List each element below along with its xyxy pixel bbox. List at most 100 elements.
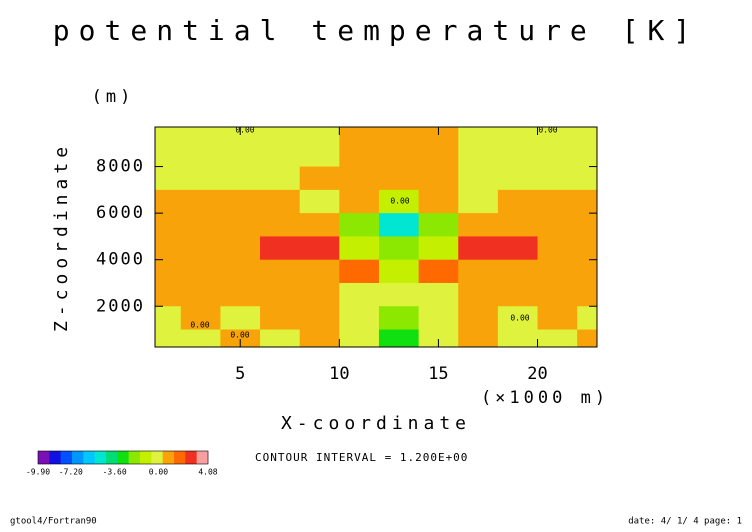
contour-cell xyxy=(418,127,459,144)
contour-cell xyxy=(155,166,182,191)
contour-cell xyxy=(155,329,182,347)
colorbar-label: 4.08 xyxy=(198,468,217,477)
contour-cell xyxy=(577,127,597,144)
contour-cell xyxy=(458,213,499,237)
contour-cell xyxy=(339,282,380,307)
contour-cell xyxy=(220,236,261,261)
colorbar-swatch xyxy=(72,451,84,464)
contour-cell xyxy=(497,306,539,331)
contour-cell xyxy=(260,306,301,331)
colorbar-swatch xyxy=(196,451,209,464)
contour-cell xyxy=(339,329,380,347)
contour-cell xyxy=(378,143,420,168)
contour-cell xyxy=(537,329,578,347)
contour-cell xyxy=(418,189,459,214)
contour-cell xyxy=(378,236,420,261)
contour-cell xyxy=(260,127,301,144)
contour-cell xyxy=(299,189,340,214)
x-tick-label: 15 xyxy=(428,364,448,384)
contour-label: 0.00 xyxy=(190,321,209,330)
contour-cell xyxy=(339,213,380,237)
contour-cell xyxy=(577,213,597,237)
contour-label: 0.00 xyxy=(390,197,409,206)
contour-cell xyxy=(497,143,539,168)
contour-cell xyxy=(155,259,182,284)
contour-cell xyxy=(497,166,539,191)
contour-cell xyxy=(537,166,578,191)
contour-cell xyxy=(339,236,380,261)
contour-cell xyxy=(260,329,301,347)
contour-cell xyxy=(299,282,340,307)
contour-cell xyxy=(180,143,221,168)
colorbar-label: -3.60 xyxy=(103,468,127,477)
contour-cell xyxy=(418,213,459,237)
contour-cell xyxy=(180,166,221,191)
colorbar-swatch xyxy=(60,451,73,464)
contour-cell xyxy=(378,282,420,307)
y-axis-label: Z-coordinate xyxy=(51,142,72,332)
contour-cell xyxy=(339,306,380,331)
chart-title: potential temperature [K] xyxy=(53,14,699,47)
footer-left: gtool4/Fortran90 xyxy=(10,517,97,527)
colorbar-swatch xyxy=(83,451,95,464)
contour-cell xyxy=(155,143,182,168)
contour-cell xyxy=(220,213,261,237)
contour-cell xyxy=(220,127,261,144)
contour-cell xyxy=(577,259,597,284)
contour-cell xyxy=(537,282,578,307)
contour-label: 0.00 xyxy=(538,126,557,135)
contour-cell xyxy=(155,213,182,237)
contour-cell xyxy=(378,259,420,284)
contour-cell xyxy=(339,166,380,191)
y-tick-label: 6000 xyxy=(96,203,145,223)
contour-cell xyxy=(260,282,301,307)
contour-cell xyxy=(418,166,459,191)
colorbar-swatch xyxy=(117,451,129,464)
contour-cell xyxy=(155,189,182,214)
contour-cell xyxy=(155,306,182,331)
contour-cell xyxy=(497,259,539,284)
contour-cell xyxy=(260,236,301,261)
contour-cell xyxy=(260,259,301,284)
contour-cell xyxy=(577,166,597,191)
contour-cell xyxy=(577,306,597,331)
colorbar-swatch xyxy=(151,451,163,464)
plot-frame xyxy=(154,126,598,348)
contour-cell xyxy=(418,236,459,261)
contour-cell xyxy=(458,236,499,261)
contour-cell xyxy=(497,213,539,237)
contour-cell xyxy=(458,329,499,347)
contour-cell xyxy=(458,306,499,331)
contour-cell xyxy=(339,127,380,144)
contour-cell xyxy=(299,166,340,191)
contour-label: 0.00 xyxy=(235,126,254,135)
colorbar-swatch xyxy=(174,451,186,464)
contour-cell xyxy=(220,189,261,214)
contour-cell xyxy=(260,143,301,168)
contour-cell xyxy=(260,166,301,191)
contour-cell xyxy=(220,259,261,284)
contour-cell xyxy=(458,127,499,144)
contour-cell xyxy=(378,189,420,214)
contour-cell xyxy=(378,127,420,144)
contour-cell xyxy=(537,236,578,261)
y-unit: (m) xyxy=(92,87,135,107)
contour-cell xyxy=(537,189,578,214)
contour-cell xyxy=(299,127,340,144)
footer-right: date: 4/ 1/ 4 page: 1 xyxy=(628,517,742,527)
contour-cell xyxy=(180,189,221,214)
x-unit: (×1000 m) xyxy=(481,388,609,408)
contour-cell xyxy=(418,306,459,331)
contour-cell xyxy=(155,236,182,261)
contour-cell xyxy=(220,306,261,331)
x-tick-label: 10 xyxy=(329,364,349,384)
x-tick-label: 20 xyxy=(527,364,547,384)
contour-cell xyxy=(339,143,380,168)
contour-cell xyxy=(180,259,221,284)
contour-cell xyxy=(339,259,380,284)
contour-cell xyxy=(180,306,221,331)
contour-cell xyxy=(220,143,261,168)
x-axis-label: X-coordinate xyxy=(281,413,471,434)
contour-cell xyxy=(537,143,578,168)
